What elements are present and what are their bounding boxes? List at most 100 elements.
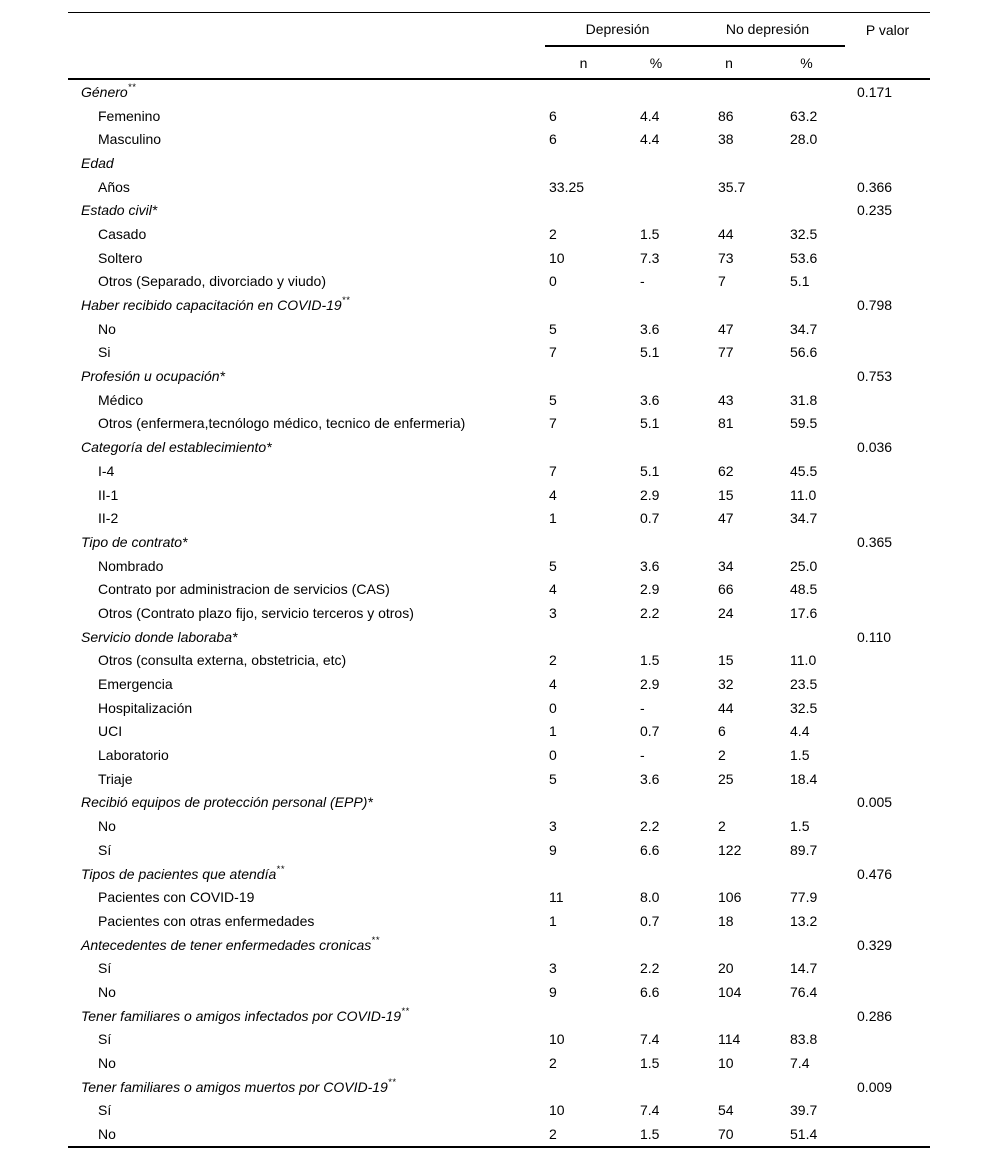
depression-pct-cell: 1.5 [640,225,660,242]
no-depression-pct-cell: 77.9 [790,889,818,906]
table-row: Masculino 6 4.4 38 28.0 [68,127,930,151]
group-header-row: Depresión No depresión P valor [68,12,930,47]
depression-pct-cell: 7.4 [640,1031,660,1048]
row-label: II-2 [68,506,545,530]
no-depression-n-cell: 38 [718,131,734,148]
no-depression-n-cell: 62 [718,462,734,479]
depression-n-cell: 5 [549,320,557,337]
no-depression-pct-cell: 5.1 [790,273,810,290]
p-value-cell [845,672,930,696]
table-row: Haber recibido capacitación en COVID-19*… [68,293,930,317]
no-depression-pct-cell: 51.4 [790,1126,818,1143]
table-body: Género** 0.171 Femenino 6 4.4 86 63.2 Masculino… [68,79,930,1147]
depression-pct-cell [622,198,690,222]
row-label: Sí [68,956,545,980]
depression-n-cell: 7 [549,344,557,361]
depression-n-cell: 9 [549,983,557,1000]
row-label-text: II-1 [98,486,119,503]
p-value-cell [845,743,930,767]
p-value-cell [845,1051,930,1075]
depression-n-cell: 5 [549,557,557,574]
no-depression-pct-cell: 11.0 [790,652,817,669]
row-label: Triaje [68,767,545,791]
depression-n-cell: 10 [549,1031,565,1048]
p-value-cell: 0.753 [857,368,893,385]
depression-n-cell: 0 [549,273,557,290]
row-label-text: No [98,1055,116,1072]
depression-n-subheader: n [545,46,622,80]
no-depression-n-cell: 114 [718,1031,741,1048]
row-label: Servicio donde laboraba* [68,625,545,649]
table-row: No 2 1.5 70 51.4 [68,1122,930,1147]
table-row: Si 7 5.1 77 56.6 [68,341,930,365]
depression-n-cell [545,293,622,317]
row-label-text: No [98,1126,116,1143]
depression-pct-cell: 8.0 [640,889,660,906]
table-row: No 9 6.6 104 76.4 [68,980,930,1004]
p-value-cell [845,483,930,507]
sub-header-row: n % n % [68,46,931,80]
table-row: No 5 3.6 47 34.7 [68,317,930,341]
p-value-cell [845,506,930,530]
row-label-text: UCI [98,723,123,740]
row-label-text: Emergencia [98,676,173,693]
depression-group-header: Depresión [545,12,691,47]
depression-n-cell: 10 [549,249,565,266]
no-depression-n-cell: 43 [718,391,734,408]
table-row: Tipo de contrato* 0.365 [68,530,930,554]
no-depression-pct-cell: 39.7 [790,1102,818,1119]
row-label: Haber recibido capacitación en COVID-19*… [68,293,545,317]
depression-n-cell: 5 [549,391,557,408]
no-depression-pct-cell [768,625,845,649]
no-depression-n-cell: 77 [718,344,734,361]
table-row: I-4 7 5.1 62 45.5 [68,459,930,483]
p-value-cell [845,696,930,720]
depression-pct-cell: - [640,273,645,290]
no-depression-n-cell: 47 [718,320,734,337]
row-label: Otros (enfermera,tecnólogo médico, tecni… [68,412,545,436]
row-label: UCI [68,720,545,744]
row-label: Masculino [68,127,545,151]
row-label: Si [68,341,545,365]
p-value-cell [845,601,930,625]
p-value-cell [845,1028,930,1052]
no-depression-n-cell: 104 [718,983,742,1000]
p-value-cell [845,980,930,1004]
row-label-text: II-2 [98,510,119,527]
depression-n-cell [545,79,622,104]
p-value-subheader-spacer [845,46,931,80]
no-depression-n-cell [690,198,768,222]
row-label: Tener familiares o amigos muertos por CO… [68,1075,545,1099]
depression-pct-cell: 3.6 [640,770,660,787]
no-depression-pct-cell: 53.6 [790,249,818,266]
no-depression-pct-cell: 32.5 [790,699,818,716]
table-row: Otros (enfermera,tecnólogo médico, tecni… [68,412,930,436]
no-depression-pct-cell: 59.5 [790,415,818,432]
p-value-cell [845,720,930,744]
depression-pct-cell: 2.9 [640,486,660,503]
row-label-text: Contrato por administracion de servicios… [98,581,390,598]
no-depression-n-cell: 44 [718,699,734,716]
no-depression-pct-cell: 83.8 [790,1031,818,1048]
no-depression-n-cell: 81 [718,415,734,432]
row-label: Edad [68,151,545,175]
no-depression-n-cell: 86 [718,107,734,124]
no-depression-n-cell: 10 [718,1055,734,1072]
row-label-text: Otros (enfermera,tecnólogo médico, tecni… [98,415,466,432]
no-depression-pct-cell [768,933,845,957]
row-label: Nombrado [68,554,545,578]
table-row: Nombrado 5 3.6 34 25.0 [68,554,930,578]
no-depression-n-cell: 73 [718,249,734,266]
row-label-text: Categoría del establecimiento* [81,439,272,456]
p-value-cell [845,412,930,436]
depression-pct-cell: 2.2 [640,604,660,621]
p-value-cell: 0.005 [857,794,893,811]
row-label-text: Tipo de contrato* [81,533,188,550]
depression-pct-cell: 2.2 [640,818,660,835]
row-label: Tipos de pacientes que atendía** [68,862,545,886]
row-label-text: Haber recibido capacitación en COVID-19 [81,297,342,314]
no-depression-n-cell [690,151,768,175]
row-label: No [68,1051,545,1075]
no-depression-pct-cell: 23.5 [790,676,818,693]
no-depression-pct-cell [768,435,845,459]
